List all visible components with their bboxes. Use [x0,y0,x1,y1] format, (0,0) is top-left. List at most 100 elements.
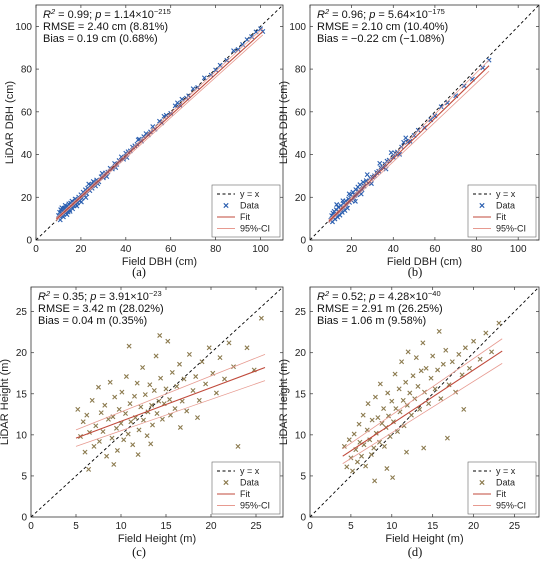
data-point-stroke [435,367,441,373]
data-point-stroke [60,208,66,214]
data-point [102,402,108,408]
data-point-stroke [408,412,414,418]
data-point [193,374,199,380]
data-point-stroke [361,442,367,448]
data-point-stroke [217,62,223,68]
data-point-stroke [80,419,86,425]
x-tick-label: 60 [165,244,177,255]
data-point [418,368,424,374]
data-point-stroke [376,168,382,174]
legend-label: Data [496,478,515,488]
data-point [258,315,264,321]
stats-part: −23 [149,289,162,298]
data-point-stroke [340,198,346,204]
data-point [86,181,92,187]
data-point [405,349,411,355]
x-tick-label: 20 [346,244,358,255]
data-point [181,376,187,382]
data-point-stroke [432,386,438,392]
data-point [190,388,196,393]
data-point-stroke [489,349,495,355]
x-tick-label: 20 [468,521,480,532]
fit-line [55,31,264,220]
data-point-stroke [132,393,137,399]
data-point-stroke [88,182,94,188]
data-point [403,379,409,385]
data-point-stroke [444,100,450,106]
data-point-stroke [397,409,403,415]
plot-area [310,5,539,240]
data-point-stroke [150,124,156,130]
data-point [461,406,467,412]
data-point-stroke [126,343,132,349]
data-point-stroke [440,361,446,367]
ci-upper-line [55,27,264,219]
data-point-stroke [190,388,196,393]
stats-part: = 5.64×10 [375,9,428,21]
stats-line-2: RMSE = 3.42 m (28.02%) [38,303,164,315]
data-point-stroke [135,452,141,458]
panel-3: 0 5 10 15 20 25 0 5 10 15 20 25 Field Height (m) LiDA… [278,286,540,559]
data-point-stroke [251,367,257,373]
data-point [352,198,358,204]
fit-line [342,350,503,457]
data-point-stroke [144,433,150,439]
data-point-stroke [372,173,378,179]
data-point-stroke [335,204,341,210]
data-point [235,46,241,52]
data-point-stroke [352,198,358,204]
data-point-stroke [210,370,216,376]
data-point-stroke [329,213,335,219]
data-point [213,390,219,396]
data-point [231,48,237,54]
legend-label: Data [496,201,515,211]
stats-part: 2 [324,289,330,298]
data-point [346,191,352,197]
data-point [169,369,175,375]
data-point-stroke [107,379,113,385]
ci-upper-line [342,338,503,450]
data-point [201,75,207,81]
data-point-stroke [397,151,403,157]
data-point [195,415,200,421]
data-point-stroke [153,353,159,359]
data-point-stroke [377,439,383,445]
y-axis-label: LiDAR DBH (cm) [278,81,290,164]
data-point [456,351,462,357]
y-tick-label: 100 [289,22,306,33]
data-point-stroke [443,347,449,353]
data-point [430,353,436,359]
data-point-stroke [82,449,88,455]
data-point [163,386,169,392]
data-point-stroke [140,365,146,370]
data-point-stroke [119,389,125,395]
data-point-stroke [358,191,364,197]
data-point [471,338,477,344]
data-point [372,173,378,179]
y-tick-label: 10 [295,430,307,441]
stats-line-2: RMSE = 2.10 cm (10.40%) [317,21,448,33]
data-point-stroke [206,345,212,351]
data-point-stroke [466,365,472,371]
data-point-stroke [134,380,140,386]
panel-caption: (a) [132,265,146,279]
data-point-stroke [393,406,399,412]
data-point-stroke [346,196,352,202]
data-point [147,382,153,388]
data-point [121,437,127,443]
data-point [93,423,99,429]
x-tick-label: 25 [509,521,521,532]
x-tick-label: 15 [160,521,172,532]
legend-label: y = x [240,466,260,476]
stats-line-3: Bias = 1.06 m (9.58%) [317,315,426,327]
data-point [462,345,468,351]
data-point-stroke [428,375,434,381]
data-point-stroke [154,411,160,416]
data-point-stroke [417,406,423,412]
data-point-stroke [334,202,340,208]
data-point [466,365,472,371]
data-point [381,406,387,412]
stats-part: 2 [324,7,330,16]
data-point [136,427,142,433]
data-point-stroke [127,401,133,407]
